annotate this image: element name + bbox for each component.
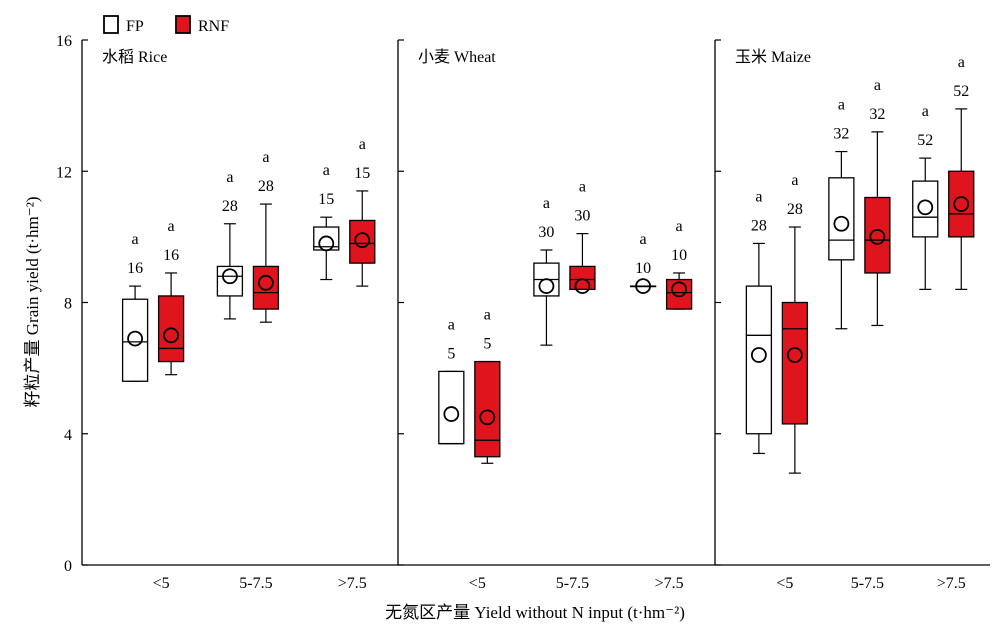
- rnf-3-mean-marker: [953, 196, 970, 212]
- fp-2-box: [216, 265, 244, 297]
- rnf-3-sig-letter: a: [359, 136, 366, 153]
- rnf-1-box: [781, 301, 809, 425]
- fp-1-sig-letter: a: [448, 316, 455, 333]
- fp-3-sig-letter: a: [640, 231, 647, 248]
- rnf-3-box: [665, 278, 693, 310]
- fp-1-mean-marker: [127, 330, 144, 347]
- rnf-3-box: [948, 170, 975, 238]
- y-tick-label: 0: [64, 558, 72, 575]
- rnf-3-mean-marker: [671, 281, 688, 298]
- y-tick-label: 16: [56, 33, 72, 50]
- rnf-1-n-label: 16: [163, 247, 179, 264]
- fp-2-sig-letter: a: [543, 195, 550, 212]
- y-tick-label: 4: [64, 427, 72, 444]
- panel-title: 水稻 Rice: [102, 48, 167, 66]
- rnf-2-n-label: 32: [869, 106, 885, 123]
- fp-2-sig-letter: a: [838, 97, 845, 114]
- fp-1-box: [745, 285, 773, 435]
- rnf-3-sig-letter: a: [676, 218, 683, 235]
- x-tick-label: 5-7.5: [239, 575, 272, 592]
- rnf-2-box: [252, 265, 280, 310]
- fp-3-sig-letter: a: [922, 103, 929, 120]
- rnf-3-n-label: 10: [671, 247, 687, 264]
- fp-1-sig-letter: a: [132, 231, 139, 248]
- legend: FP RNF: [103, 15, 229, 35]
- x-tick-label: >7.5: [655, 575, 684, 592]
- rnf-2-sig-letter: a: [874, 77, 881, 94]
- rnf-1-n-label: 28: [787, 201, 803, 218]
- panel-title: 小麦 Wheat: [418, 48, 496, 66]
- rnf-1-sig-letter: a: [168, 218, 175, 235]
- fp-3-n-label: 15: [318, 191, 334, 208]
- fp-2-n-label: 30: [538, 224, 554, 241]
- x-axis-label: 无氮区产量 Yield without N input (t·hm⁻²): [385, 603, 685, 622]
- rnf-2-box: [569, 265, 596, 291]
- rnf-3-mean-marker: [354, 232, 371, 249]
- rnf-1-sig-letter: a: [791, 172, 798, 189]
- y-axis-label: 籽粒产量 Grain yield (t·hm⁻²): [23, 197, 42, 408]
- rnf-2-n-label: 28: [258, 178, 274, 195]
- fp-1-sig-letter: a: [755, 188, 762, 205]
- rnf-3-box: [349, 219, 376, 264]
- x-tick-label: 5-7.5: [556, 575, 589, 592]
- fp-3-n-label: 52: [917, 132, 933, 149]
- legend-label-rnf: RNF: [198, 18, 229, 35]
- rnf-2-sig-letter: a: [579, 179, 586, 196]
- fp-2-mean-marker: [538, 278, 555, 294]
- legend-label-fp: FP: [126, 18, 144, 35]
- rnf-3-n-label: 52: [953, 83, 969, 100]
- rnf-1-mean-marker: [786, 347, 803, 363]
- rnf-2-sig-letter: a: [262, 149, 269, 166]
- rnf-2-n-label: 30: [574, 208, 590, 225]
- fp-1-mean-marker: [443, 406, 460, 422]
- fp-2-mean-marker: [833, 215, 850, 232]
- panel-title: 玉米 Maize: [735, 48, 811, 66]
- rnf-1-mean-marker: [163, 327, 180, 344]
- fp-1-n-label: 28: [751, 217, 767, 234]
- fp-2-mean-marker: [221, 268, 238, 285]
- fp-3-n-label: 10: [635, 260, 651, 277]
- rnf-1-n-label: 5: [483, 336, 491, 353]
- fp-1-box: [121, 298, 149, 382]
- rnf-2-mean-marker: [574, 278, 591, 294]
- axes: 0 4 8 12 16: [56, 33, 990, 575]
- x-tick-label: >7.5: [937, 575, 966, 592]
- x-tick-label: <5: [153, 575, 170, 592]
- rnf-1-mean-marker: [479, 409, 496, 426]
- fp-1-mean-marker: [750, 347, 767, 363]
- fp-2-box: [828, 177, 855, 261]
- rnf-2-mean-marker: [257, 274, 274, 291]
- rnf-2-mean-marker: [869, 228, 886, 245]
- fp-3-mean-marker: [635, 278, 652, 294]
- x-tick-label: <5: [776, 575, 793, 592]
- x-tick-label: >7.5: [338, 575, 367, 592]
- x-tick-label: 5-7.5: [851, 575, 884, 592]
- x-tick-label: <5: [469, 575, 486, 592]
- rnf-3-sig-letter: a: [958, 54, 965, 71]
- rnf-1-box: [474, 360, 501, 458]
- panel-2: 小麦 Wheat 5 a 5 a <5 30 a 30 a 5-7.5 10 a 10 a >7.5: [418, 48, 693, 592]
- fp-1-n-label: 5: [447, 345, 455, 362]
- fp-2-n-label: 32: [833, 126, 849, 143]
- fp-3-sig-letter: a: [323, 162, 330, 179]
- fp-1-n-label: 16: [127, 260, 143, 277]
- panel-1: 水稻 Rice 16 a 16 a <5 28 a 28 a 5-7.5 15 a 15 a >7.5: [102, 48, 376, 592]
- y-tick-label: 8: [64, 296, 72, 313]
- fp-2-sig-letter: a: [226, 169, 233, 186]
- legend-swatch-rnf: [175, 15, 191, 34]
- rnf-2-box: [864, 196, 891, 274]
- legend-swatch-fp: [103, 15, 119, 34]
- fp-2-n-label: 28: [222, 198, 238, 215]
- y-tick-label: 12: [56, 164, 72, 181]
- panel-3: 玉米 Maize 28 a 28 a <5 32 a 32 a 5-7.5 52 a 52 a >7.5: [735, 48, 975, 592]
- rnf-1-sig-letter: a: [484, 307, 491, 324]
- fp-3-mean-marker: [318, 235, 335, 252]
- fp-3-mean-marker: [917, 199, 934, 216]
- fp-3-box: [912, 180, 939, 238]
- rnf-3-n-label: 15: [354, 165, 370, 182]
